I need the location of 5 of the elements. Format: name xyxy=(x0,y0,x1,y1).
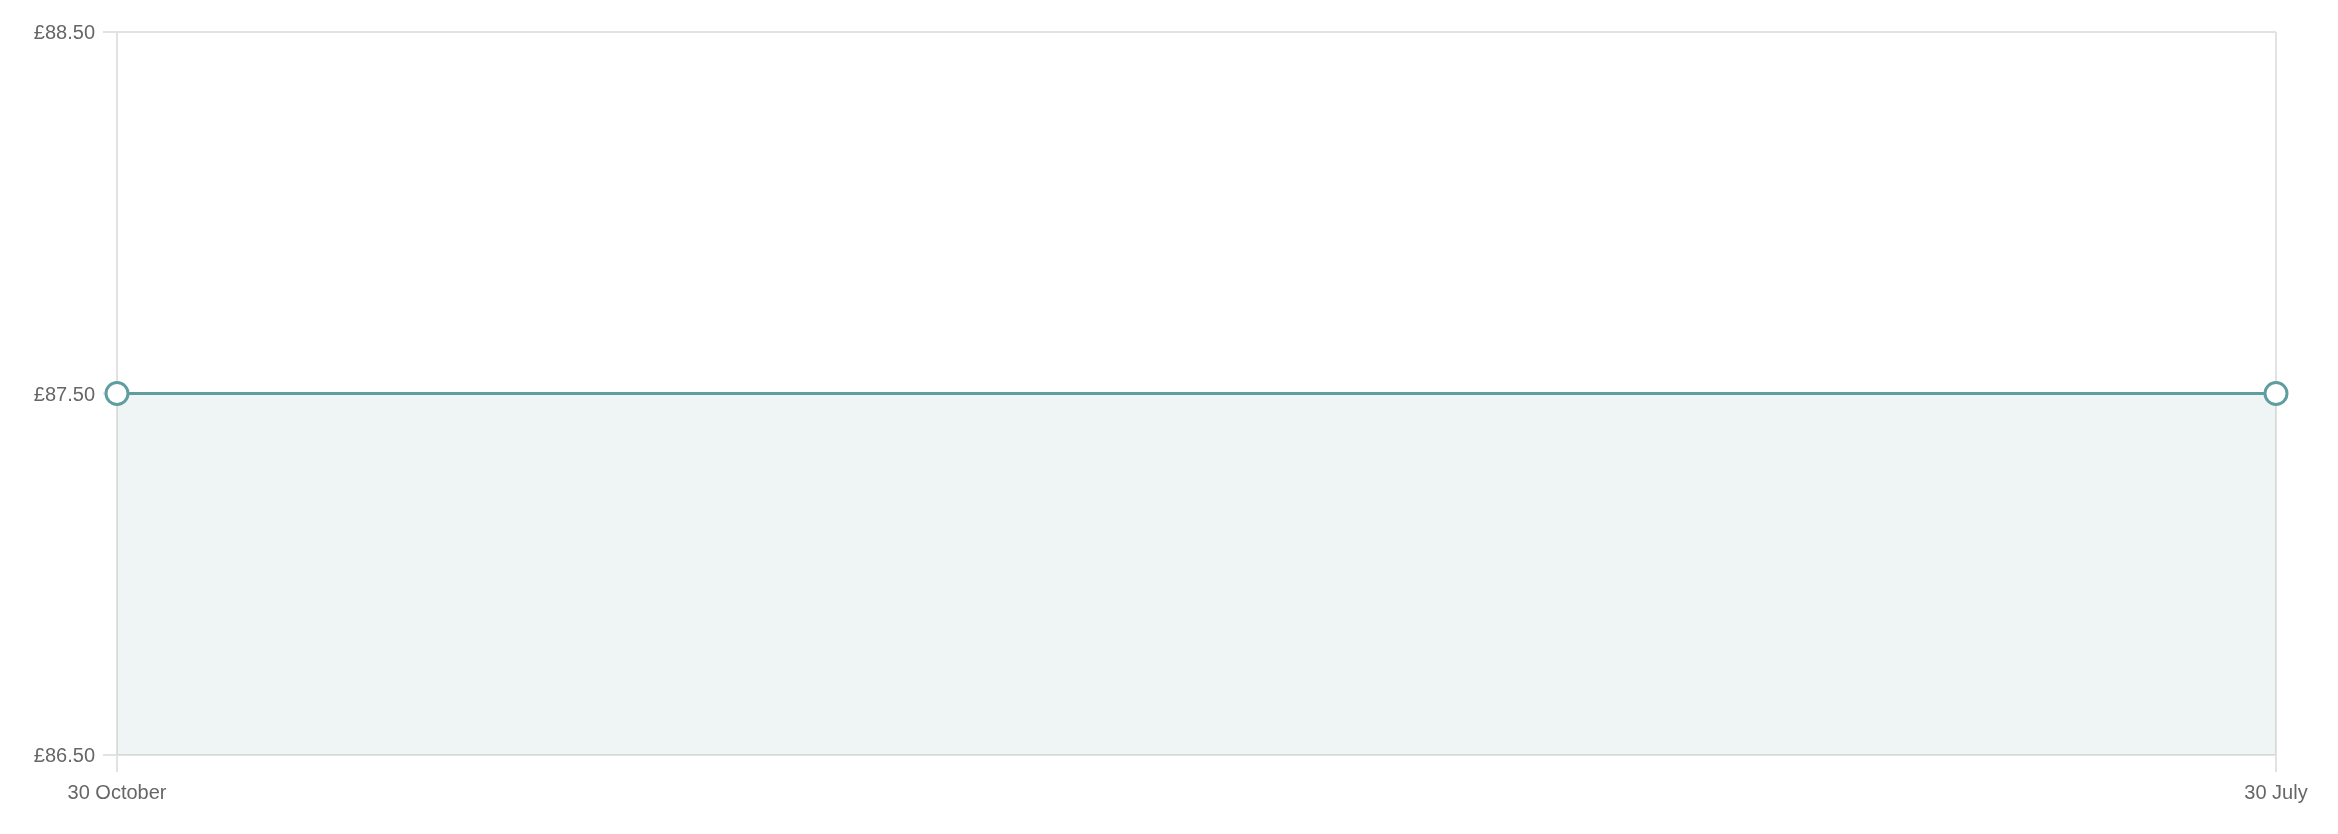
y-tick-label: £86.50 xyxy=(33,744,95,766)
x-tick-label: 30 October xyxy=(67,781,167,803)
x-tick-label: 30 July xyxy=(2244,781,2308,803)
y-tick-label: £87.50 xyxy=(33,382,95,405)
y-tick-label: £88.50 xyxy=(33,21,95,43)
